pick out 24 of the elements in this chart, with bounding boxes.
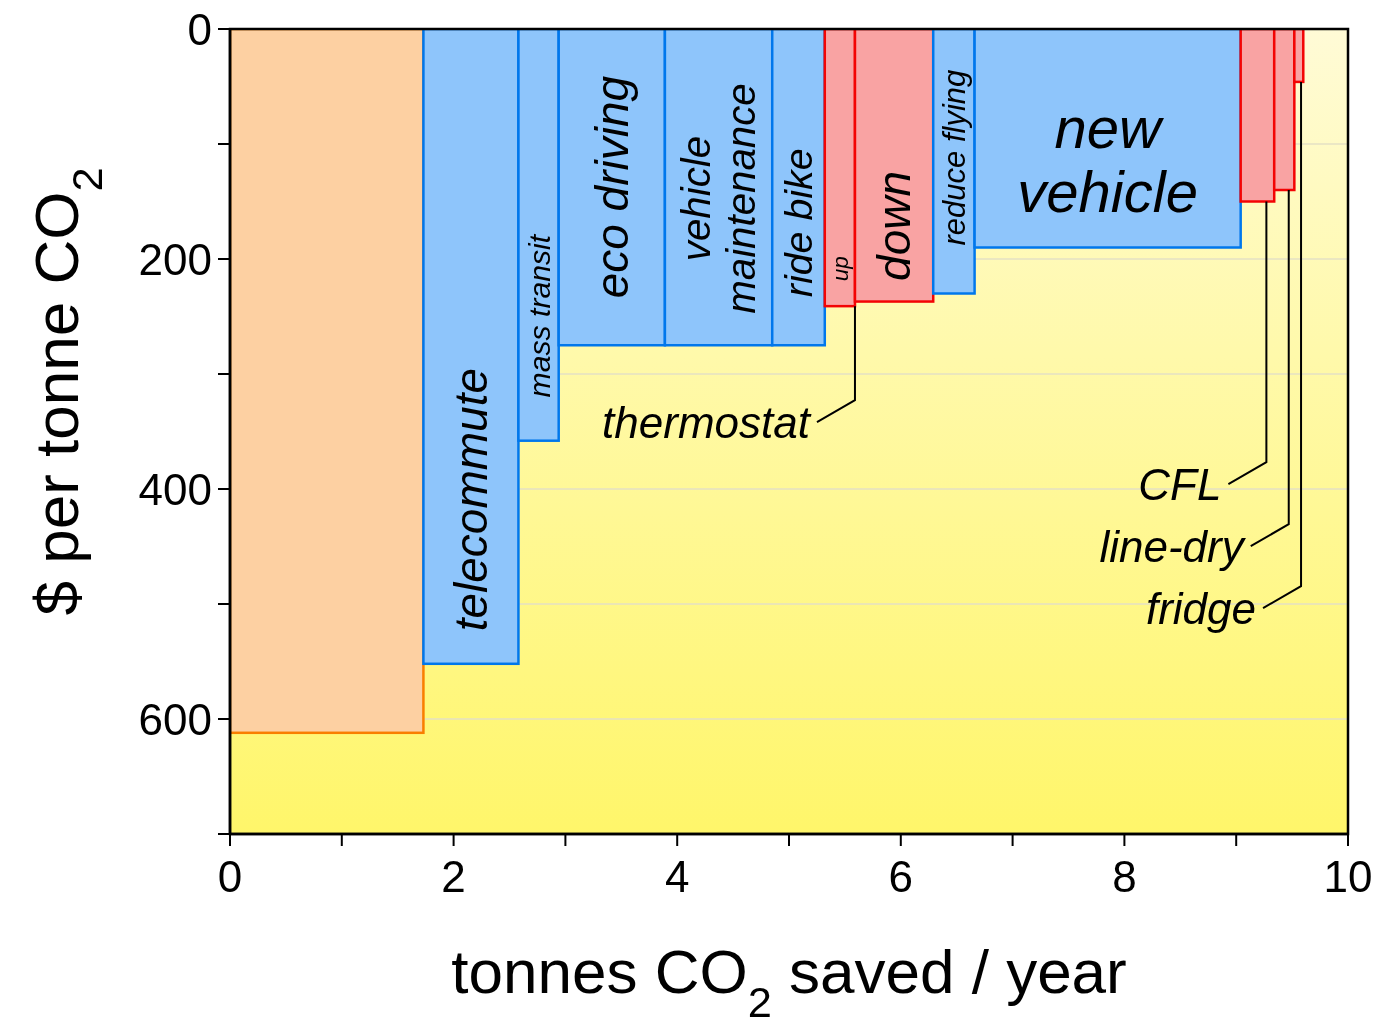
annotation: new vehicle (1017, 94, 1198, 224)
annotation: ride bike (776, 148, 821, 298)
annotation: CFL (1138, 459, 1222, 509)
annotation: down (868, 170, 921, 281)
y-tick-label: 600 (138, 694, 212, 744)
x-tick-label: 0 (217, 852, 243, 901)
y-tick-label: 0 (187, 4, 212, 54)
x-tick-label: 2 (441, 852, 466, 901)
annotation: line-dry (1099, 521, 1247, 571)
annotation: up (827, 256, 853, 282)
annotation: mass transit (522, 233, 556, 398)
annotation: telecommute (444, 367, 497, 632)
annotation: reduce flying (936, 69, 972, 246)
annotation: vehicle maintenance (673, 83, 764, 314)
x-tick-label: 6 (888, 852, 914, 901)
annotation: eco driving (585, 75, 638, 299)
annotation: fridge (1145, 583, 1257, 633)
x-tick-label: 10 (1323, 852, 1373, 901)
x-tick-label: 8 (1112, 852, 1137, 901)
y-tick-label: 400 (138, 464, 212, 514)
y-tick-label: 200 (138, 234, 212, 284)
annotation: thermostat (602, 397, 812, 447)
x-tick-label: 4 (664, 852, 690, 901)
x-axis-title: tonnes CO$_{2}$ saved / year (451, 937, 1127, 1022)
